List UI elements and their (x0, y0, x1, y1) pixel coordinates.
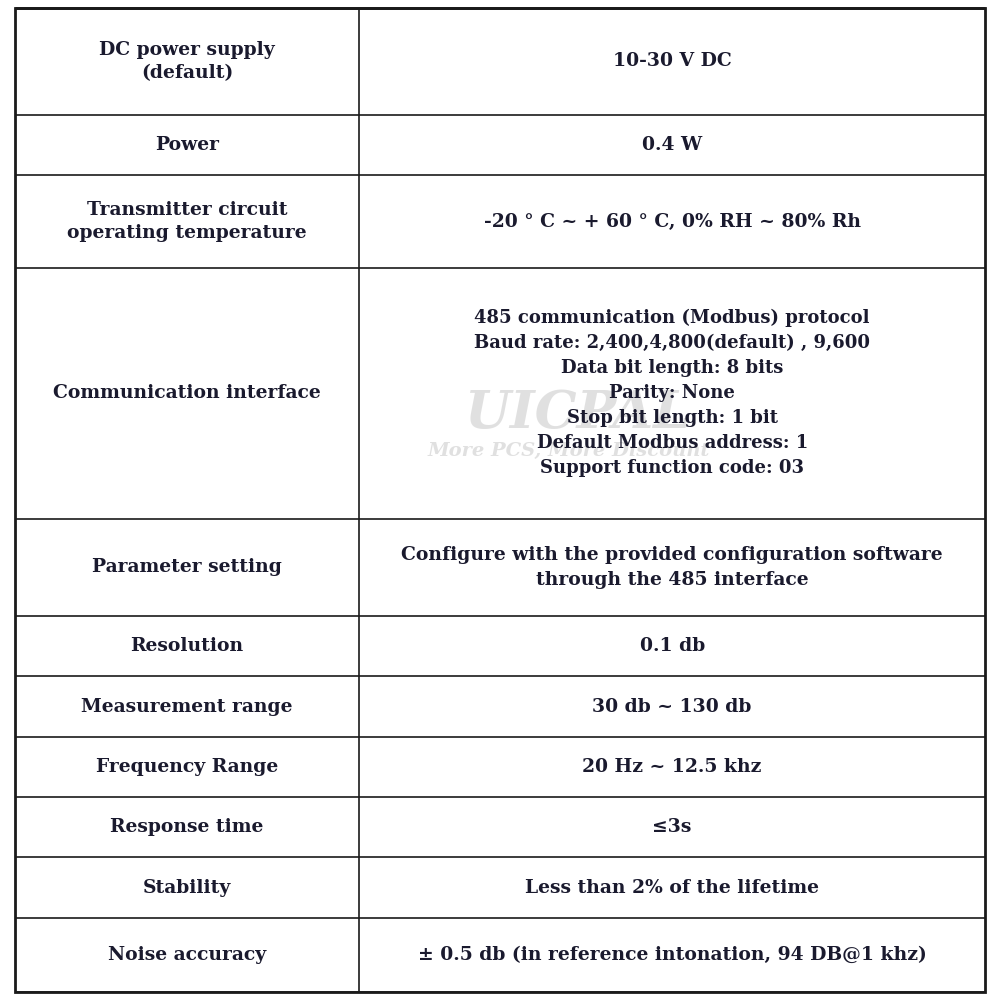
Text: Power: Power (155, 136, 219, 154)
Text: UICPAL: UICPAL (465, 388, 692, 439)
Text: 485 communication (Modbus) protocol
Baud rate: 2,400,4,800(default) , 9,600
Data: 485 communication (Modbus) protocol Baud… (474, 309, 870, 477)
Text: Less than 2% of the lifetime: Less than 2% of the lifetime (525, 879, 819, 897)
Text: More PCS, More Discount: More PCS, More Discount (427, 442, 710, 460)
Text: Configure with the provided configuration software
through the 485 interface: Configure with the provided configuratio… (401, 546, 943, 589)
Text: 0.1 db: 0.1 db (640, 637, 705, 655)
Text: ≤3s: ≤3s (652, 818, 692, 836)
Text: Communication interface: Communication interface (53, 384, 321, 402)
Text: 20 Hz ~ 12.5 khz: 20 Hz ~ 12.5 khz (582, 758, 762, 776)
Text: Resolution: Resolution (131, 637, 244, 655)
Text: Stability: Stability (143, 879, 231, 897)
Text: Frequency Range: Frequency Range (96, 758, 278, 776)
Text: Parameter setting: Parameter setting (92, 558, 282, 576)
Text: DC power supply
(default): DC power supply (default) (99, 41, 275, 82)
Text: Transmitter circuit
operating temperature: Transmitter circuit operating temperatur… (67, 201, 307, 242)
Text: 30 db ~ 130 db: 30 db ~ 130 db (592, 698, 752, 716)
Text: -20 ° C ~ + 60 ° C, 0% RH ~ 80% Rh: -20 ° C ~ + 60 ° C, 0% RH ~ 80% Rh (484, 213, 861, 231)
Text: ± 0.5 db (in reference intonation, 94 DB@1 khz): ± 0.5 db (in reference intonation, 94 DB… (418, 946, 927, 964)
Text: 0.4 W: 0.4 W (642, 136, 702, 154)
Text: Response time: Response time (110, 818, 264, 836)
Text: Noise accuracy: Noise accuracy (108, 946, 266, 964)
Text: 10-30 V DC: 10-30 V DC (613, 52, 732, 70)
Text: Measurement range: Measurement range (81, 698, 293, 716)
